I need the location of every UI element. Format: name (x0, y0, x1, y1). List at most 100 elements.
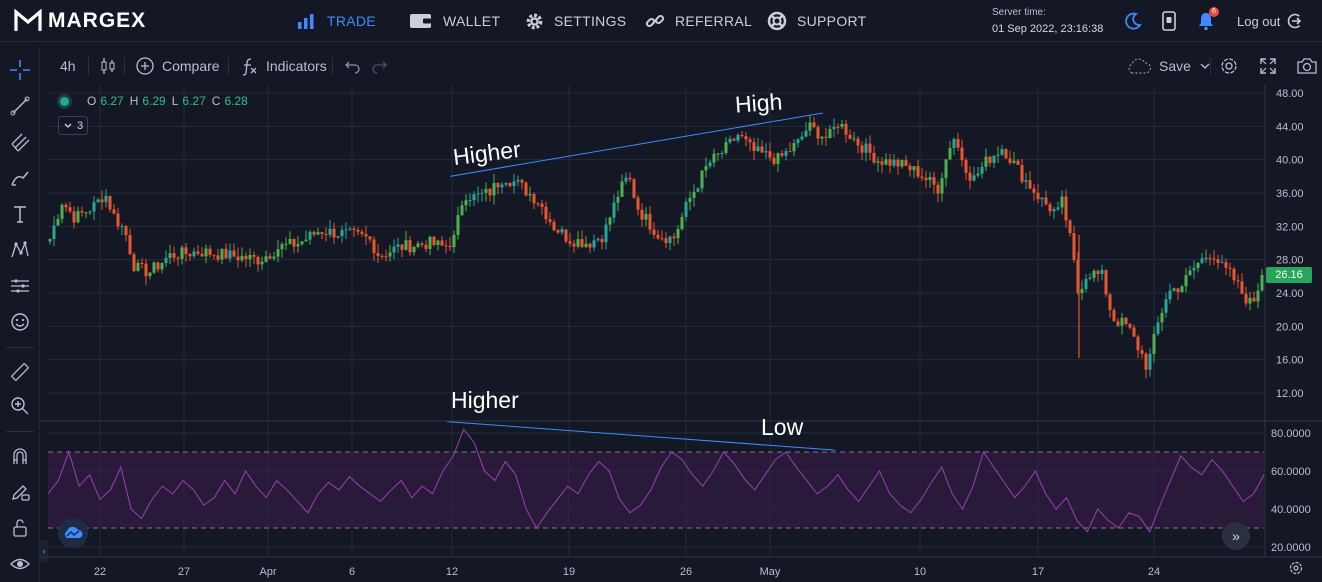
mobile-app-button[interactable] (1158, 10, 1180, 32)
candle-body (380, 255, 384, 257)
nav-support[interactable]: SUPPORT (767, 0, 867, 42)
save-button[interactable]: Save (1126, 47, 1213, 85)
candle-body (72, 211, 76, 223)
interval-button[interactable]: 4h (60, 47, 76, 85)
candle-body (680, 216, 684, 230)
candle-body (1168, 290, 1172, 300)
candle-body (1120, 317, 1124, 326)
candle-body (496, 182, 500, 188)
scroll-to-realtime-button[interactable]: » (1222, 522, 1250, 550)
candle-body (536, 203, 540, 205)
candle-body (1140, 350, 1144, 354)
crosshair-tool[interactable] (7, 57, 33, 83)
candle-body (892, 159, 896, 166)
hidden-indicator-count: 3 (76, 119, 84, 132)
candle-body (100, 199, 104, 203)
candle-body (364, 234, 368, 237)
price-tick-label: 36.00 (1276, 188, 1304, 200)
candle-body (196, 251, 200, 254)
legend-collapse-button[interactable]: 3 (58, 116, 88, 135)
candle-body (868, 143, 872, 153)
candle-body (1068, 220, 1072, 234)
undo-button[interactable] (344, 47, 369, 85)
candle-body (304, 239, 308, 242)
logout-button[interactable]: Log out (1237, 0, 1304, 42)
indicators-button[interactable]: Indicators (239, 47, 327, 85)
plus-circle-icon (136, 57, 154, 75)
candle-body (460, 205, 464, 216)
candle-body (800, 136, 804, 140)
chevron-left-icon: ‹ (42, 546, 46, 556)
candle-body (1092, 271, 1096, 278)
zoom-tool[interactable] (7, 393, 33, 419)
candle-body (200, 253, 204, 257)
candle-body (96, 199, 100, 203)
candle-body (1256, 290, 1260, 302)
scale-settings-button[interactable] (1288, 560, 1304, 576)
text-tool[interactable] (7, 201, 33, 227)
nav-trade[interactable]: TRADE (297, 0, 376, 42)
magnet-tool[interactable] (7, 443, 33, 469)
candle-body (716, 153, 720, 155)
double-chevron-right-icon: » (1232, 528, 1240, 544)
tradingview-logo[interactable] (58, 518, 88, 548)
candle-body (416, 243, 420, 247)
candle-body (88, 211, 92, 213)
nav-settings[interactable]: SETTINGS (525, 0, 626, 42)
visibility-tool[interactable] (7, 551, 33, 577)
prediction-tool[interactable] (7, 273, 33, 299)
rsi-tick-label: 40.0000 (1271, 504, 1311, 516)
annotation-rsi-higher: Higher (451, 387, 519, 413)
fullscreen-button[interactable] (1258, 47, 1285, 85)
candle-body (220, 248, 224, 260)
measure-tool[interactable] (7, 359, 33, 385)
chart-settings-button[interactable] (1219, 47, 1246, 85)
margex-logo[interactable]: MARGEX (14, 7, 146, 35)
pattern-tool[interactable] (7, 237, 33, 263)
function-icon (242, 58, 257, 76)
brush-tool[interactable] (7, 165, 33, 191)
nav-wallet[interactable]: WALLET (409, 0, 500, 42)
close-label: C (211, 94, 221, 108)
lock-tool[interactable] (7, 515, 33, 541)
open-label: O (87, 94, 97, 108)
redo-button[interactable] (370, 47, 395, 85)
candle-body (344, 229, 348, 231)
candle-body (328, 228, 332, 235)
brand-name: MARGEX (48, 9, 147, 32)
screenshot-button[interactable] (1296, 47, 1322, 85)
lock-drawing-tool[interactable] (7, 479, 33, 505)
chart-type-button[interactable] (100, 47, 123, 85)
candle-body (840, 123, 844, 127)
candle-body (668, 236, 672, 244)
trendline-tool[interactable] (7, 93, 33, 119)
candle-body (348, 228, 352, 230)
candle-body (480, 192, 484, 194)
pitchfork-tool[interactable] (7, 129, 33, 155)
candle-body (300, 241, 304, 245)
nav-referral[interactable]: REFERRAL (645, 0, 752, 42)
compare-button[interactable]: Compare (135, 47, 220, 85)
candle-body (1200, 258, 1204, 263)
candle-body (932, 177, 936, 185)
time-tick-label: 24 (1148, 566, 1160, 578)
notifications-button[interactable]: 6 (1195, 7, 1219, 32)
crosshair-icon (10, 60, 30, 80)
gear-icon (1221, 58, 1237, 74)
candle-body (960, 147, 964, 161)
candle-body (1160, 312, 1164, 323)
candle-body (260, 261, 264, 265)
candle-body (532, 194, 536, 204)
theme-toggle[interactable] (1122, 10, 1144, 32)
low-label: L (171, 94, 179, 108)
notification-badge: 6 (1209, 7, 1219, 17)
candle-body (204, 248, 208, 257)
pitchfork-icon (11, 133, 30, 152)
emoji-tool[interactable] (7, 309, 33, 335)
toolbar-collapse-handle[interactable]: ‹ (40, 540, 48, 562)
price-trendline (449, 112, 824, 177)
bell-icon (1199, 13, 1213, 31)
candle-body (76, 211, 80, 223)
candle-body (356, 229, 360, 232)
